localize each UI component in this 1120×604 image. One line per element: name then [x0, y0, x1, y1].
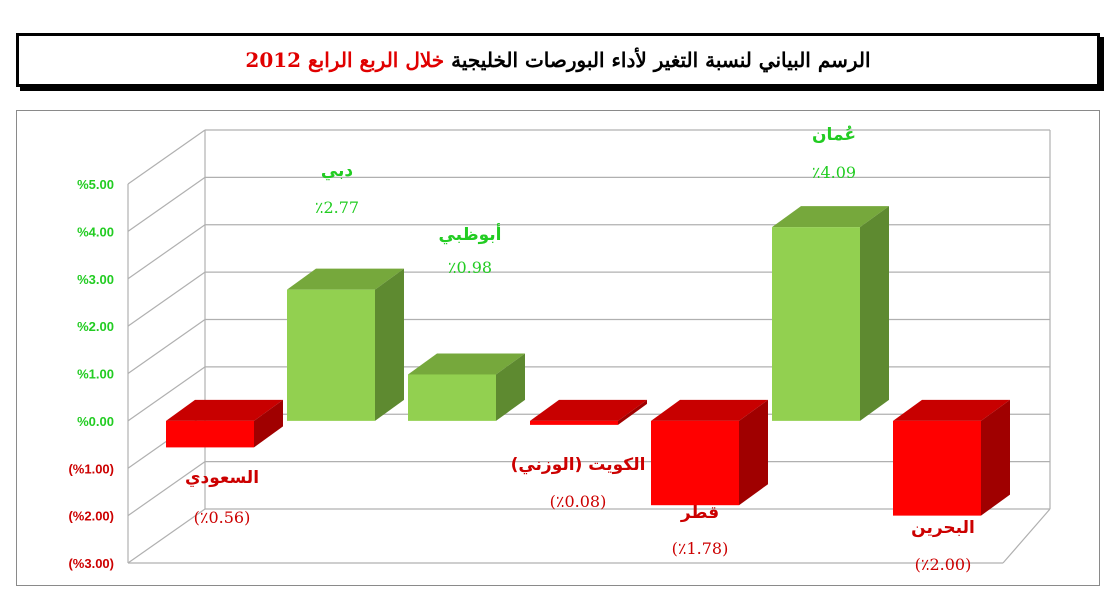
y-tick-label: (%3.00)	[68, 556, 114, 571]
bar-top-face	[893, 399, 1010, 421]
gridline-side	[127, 366, 206, 422]
bar	[651, 420, 739, 506]
bar-side-face	[496, 353, 525, 421]
category-label: البحرين	[911, 518, 975, 538]
value-label: ٪2.77	[315, 198, 359, 217]
y-tick-label: (%2.00)	[68, 509, 114, 524]
bar-top-face	[287, 268, 404, 290]
value-label: (٪0.08)	[550, 492, 607, 511]
category-label: دبي	[321, 161, 354, 181]
bar-side-face	[981, 399, 1010, 516]
bar-side-face	[860, 206, 889, 421]
value-label: (٪0.56)	[194, 508, 251, 527]
value-label: ٪4.09	[812, 163, 856, 182]
y-tick-label: %4.00	[77, 224, 114, 239]
y-tick-label: %5.00	[77, 177, 114, 192]
gridline-side	[127, 508, 206, 564]
gridline-side	[127, 129, 206, 185]
bar	[772, 227, 860, 421]
gridline-side	[127, 461, 206, 517]
value-label: (٪1.78)	[672, 539, 729, 558]
bar-side-face	[375, 268, 404, 421]
y-tick-label: (%1.00)	[68, 461, 114, 476]
bar-top-face	[408, 353, 525, 375]
chart-title-box: الرسم البياني لنسبة التغير لأداء البورصا…	[16, 33, 1100, 87]
bar	[893, 420, 981, 516]
floor-right-edge	[1002, 508, 1051, 564]
bar-top-face	[166, 399, 283, 421]
bar-side-face	[618, 399, 647, 425]
bar	[408, 374, 496, 421]
gridline-side	[127, 224, 206, 280]
bar	[530, 420, 618, 425]
gridline-side	[127, 176, 206, 232]
bar	[166, 420, 254, 448]
y-tick-label: %1.00	[77, 367, 114, 382]
category-label: عُمان	[812, 125, 856, 145]
bar-top-face	[651, 399, 768, 421]
y-tick-label: %3.00	[77, 272, 114, 287]
y-tick-label: %2.00	[77, 319, 114, 334]
title-main: الرسم البياني لنسبة التغير لأداء البورصا…	[451, 48, 871, 72]
gridline-side	[127, 271, 206, 327]
title-period: خلال الربع الرابع 2012	[245, 48, 445, 72]
bar-side-face	[739, 399, 768, 506]
bar	[287, 289, 375, 421]
y-tick-label: %0.00	[77, 414, 114, 429]
bar-side-face	[254, 399, 283, 448]
category-label: الكويت (الوزني)	[511, 455, 646, 475]
chart-title: الرسم البياني لنسبة التغير لأداء البورصا…	[245, 48, 870, 72]
gridline-side	[127, 319, 206, 374]
value-label: (٪2.00)	[915, 555, 972, 574]
category-label: أبوظبي	[438, 223, 501, 245]
value-label: ٪0.98	[448, 258, 492, 277]
category-label: السعودي	[185, 468, 259, 488]
bar-top-face	[772, 206, 889, 228]
category-label: قطر	[680, 503, 719, 523]
bar-top-face	[530, 399, 647, 421]
